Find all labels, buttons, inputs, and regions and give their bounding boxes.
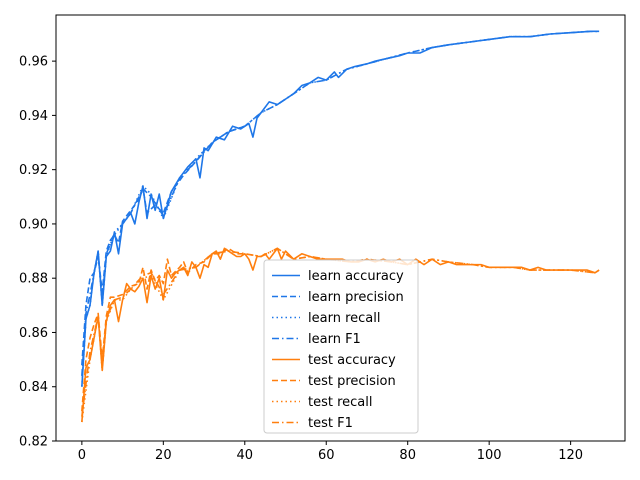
y-tick-label: 0.96 (19, 55, 48, 70)
legend-label: test precision (308, 374, 396, 389)
y-tick-label: 0.84 (19, 380, 48, 395)
series-layer (81, 30, 600, 423)
y-tick-label: 0.90 (19, 217, 48, 232)
legend: learn accuracy learn precision learn recal… (263, 259, 419, 434)
legend-label: test accuracy (308, 353, 396, 368)
y-axis: 0.82 0.84 0.86 0.88 0.90 0.92 0.94 0.96 (19, 55, 56, 450)
series-line-test-precision (81, 247, 245, 412)
x-tick-label: 80 (399, 448, 416, 463)
series-line-learn-F1 (81, 30, 600, 376)
legend-label: test recall (308, 395, 373, 410)
series-line-test-recall (81, 247, 600, 423)
y-tick-label: 0.92 (19, 163, 48, 178)
legend-box (263, 259, 419, 434)
legend-label: learn F1 (308, 332, 361, 347)
legend-label: learn recall (308, 311, 380, 326)
legend-label: test F1 (308, 416, 353, 431)
x-tick-label: 100 (477, 448, 502, 463)
x-axis: 0 20 40 60 80 100 120 (78, 441, 583, 463)
y-tick-label: 0.94 (19, 109, 48, 124)
legend-label: learn precision (308, 290, 404, 305)
y-tick-label: 0.86 (19, 326, 48, 341)
x-tick-label: 40 (237, 448, 254, 463)
x-tick-label: 60 (318, 448, 335, 463)
legend-label: learn accuracy (308, 269, 404, 284)
x-tick-label: 20 (155, 448, 172, 463)
x-tick-label: 0 (78, 448, 86, 463)
series-line-test-F1 (81, 247, 600, 417)
y-tick-label: 0.82 (19, 435, 48, 450)
x-tick-label: 120 (558, 448, 583, 463)
y-tick-label: 0.88 (19, 272, 48, 287)
plot-frame (55, 14, 626, 442)
